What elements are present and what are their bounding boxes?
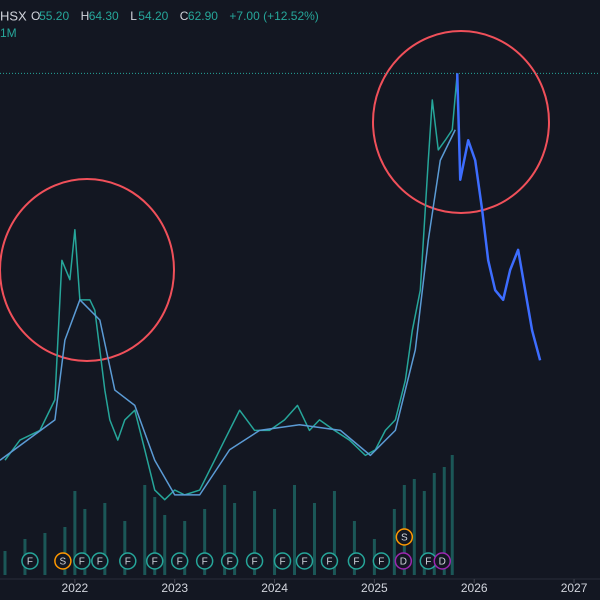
volume-bar — [312, 503, 316, 575]
event-badge — [320, 552, 339, 570]
event-badge — [73, 552, 91, 570]
event-badge — [433, 552, 452, 570]
event-badge — [220, 552, 239, 570]
event-badge — [170, 552, 189, 570]
event-label: F — [152, 557, 158, 568]
event-badge — [195, 552, 214, 570]
ohlc-key: H — [81, 9, 90, 23]
x-tick-label: 2026 — [461, 581, 488, 595]
volume-bar — [273, 509, 277, 575]
event-badge — [394, 552, 413, 570]
event-badge — [245, 552, 264, 570]
volume-bar — [293, 485, 297, 575]
x-tick-label: 2027 — [561, 581, 588, 595]
event-badge — [372, 552, 391, 570]
event-label: F — [227, 557, 233, 568]
highlight-circle — [372, 30, 550, 214]
ohlc-value: 55.20 — [39, 9, 69, 23]
series-line — [4, 73, 458, 501]
volume-bar — [203, 509, 207, 575]
change: +7.00 (+12.52%) — [229, 9, 318, 23]
ohlc-key: C — [180, 9, 189, 23]
event-label: F — [202, 557, 208, 568]
x-tick-label: 2025 — [361, 581, 388, 595]
event-badge — [347, 552, 366, 570]
event-label: D — [400, 557, 407, 568]
volume-bar — [442, 467, 446, 575]
volume-bar — [412, 479, 416, 575]
volume-bar — [352, 521, 356, 575]
ohlc-key: L — [130, 9, 137, 23]
volume-bar — [450, 455, 454, 575]
volume-bar — [183, 521, 187, 575]
volume-bar — [43, 533, 47, 575]
x-tick-label: 2024 — [261, 581, 288, 595]
event-label: F — [125, 557, 131, 568]
volume-bar — [153, 497, 157, 575]
event-label: F — [97, 557, 103, 568]
volume-bar — [3, 551, 7, 575]
event-label: F — [425, 557, 431, 568]
x-tick-label: 2023 — [161, 581, 188, 595]
event-badge — [295, 552, 314, 570]
series-line — [455, 73, 542, 361]
event-label: F — [353, 557, 359, 568]
volume-bar — [63, 527, 67, 575]
volume-bar — [332, 491, 336, 575]
header: HSX 1M O55.20 H 64.30 L 54.20 C 62.90 +7.00 (+1… — [0, 8, 319, 40]
event-badge — [119, 552, 137, 570]
event-label: S — [401, 533, 408, 544]
symbol: HSX — [0, 8, 27, 23]
event-label: F — [27, 557, 33, 568]
volume-bar — [432, 473, 436, 575]
volume-bar — [253, 491, 257, 575]
volume-bar — [422, 491, 426, 575]
volume-bar — [143, 485, 147, 575]
interval: 1M — [0, 26, 17, 40]
volume-bar — [83, 509, 87, 575]
series-line — [0, 129, 456, 496]
event-label: F — [279, 557, 285, 568]
volume-bar — [223, 485, 227, 575]
event-label: F — [378, 557, 384, 568]
event-badge — [21, 552, 39, 570]
event-badge — [91, 552, 109, 570]
event-label: F — [326, 557, 332, 568]
ohlc-key: O — [31, 9, 40, 23]
highlight-circle — [0, 178, 175, 362]
ohlc-value: 64.30 — [89, 9, 119, 23]
event-label: F — [301, 557, 307, 568]
event-badge — [145, 552, 164, 570]
x-tick-label: 2022 — [62, 581, 89, 595]
event-badge — [395, 528, 414, 546]
event-label: D — [439, 557, 446, 568]
volume-bar — [392, 509, 396, 575]
event-label: F — [177, 557, 183, 568]
event-label: S — [60, 557, 67, 568]
volume-bar — [123, 521, 127, 575]
event-label: F — [79, 557, 85, 568]
volume-bar — [163, 515, 167, 575]
volume-bar — [103, 503, 107, 575]
event-badge — [273, 552, 292, 570]
volume-bar — [73, 491, 77, 575]
ohlc-value: 62.90 — [188, 9, 218, 23]
ohlc-value: 54.20 — [138, 9, 168, 23]
event-badge — [54, 552, 72, 570]
event-label: F — [252, 557, 258, 568]
volume-bar — [233, 503, 237, 575]
